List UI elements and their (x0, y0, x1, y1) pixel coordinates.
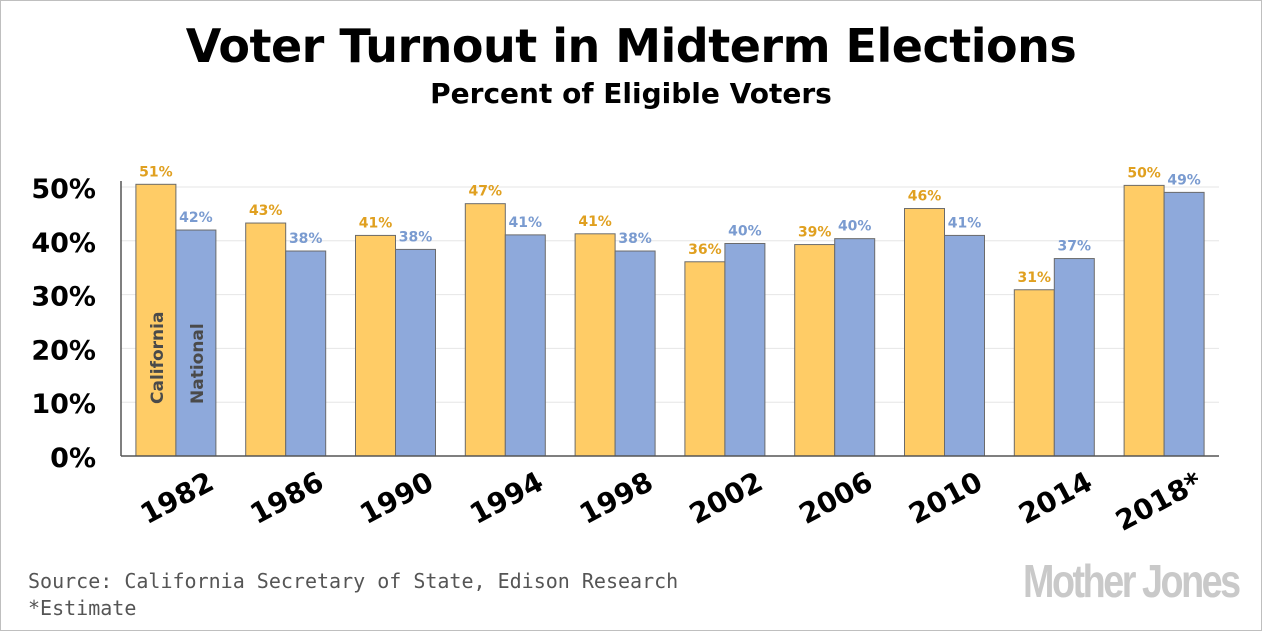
bar-california-2018 (1123, 184, 1165, 457)
y-tick-label: 10% (31, 389, 96, 420)
bar-national-1998 (614, 250, 656, 457)
bar-national-2018 (1163, 191, 1205, 457)
x-tick-label: 2014 (1013, 465, 1097, 531)
bar-california-1982 (135, 183, 177, 457)
data-label: 40% (838, 219, 872, 235)
bar-california-1994 (464, 203, 506, 457)
data-label: 43% (249, 203, 283, 219)
data-label: 41% (509, 215, 543, 231)
x-tick-label: 1998 (574, 465, 658, 531)
bar-california-1990 (355, 234, 396, 457)
x-tick-label: 2018* (1110, 465, 1208, 538)
bar-national-1982 (175, 229, 217, 457)
x-tick-label: 1994 (464, 465, 548, 531)
bar-national-2006 (834, 238, 876, 457)
x-tick-label: 1986 (245, 465, 329, 531)
bar-national-2002 (724, 242, 766, 457)
chart-subtitle: Percent of Eligible Voters (430, 77, 832, 110)
data-label: 31% (1018, 270, 1052, 286)
data-label: 38% (618, 231, 652, 247)
y-tick-label: 50% (31, 174, 96, 205)
y-tick-label: 20% (31, 335, 96, 366)
y-tick-label: 0% (50, 443, 96, 474)
chart-title: Voter Turnout in Midterm Elections (185, 19, 1077, 73)
series-label-national: National (188, 323, 208, 404)
data-label: 49% (1167, 172, 1201, 188)
data-label: 36% (688, 242, 722, 258)
x-tick-label: 1990 (354, 465, 438, 531)
data-label: 51% (139, 164, 173, 180)
bar-national-2010 (944, 234, 985, 457)
x-tick-label: 2002 (684, 465, 768, 531)
source-note: Source: California Secretary of State, E… (28, 568, 678, 622)
mother-jones-logo: Mother Jones (1023, 555, 1241, 607)
bar-california-2006 (794, 244, 836, 457)
data-label: 47% (469, 184, 503, 200)
bar-california-2002 (684, 261, 726, 457)
data-label: 42% (179, 210, 213, 226)
data-label: 41% (359, 215, 393, 231)
data-label: 46% (908, 189, 942, 205)
bar-national-1994 (504, 234, 546, 457)
bar-california-1986 (245, 222, 287, 457)
data-label: 50% (1127, 165, 1161, 181)
data-label: 41% (578, 214, 612, 230)
data-label: 40% (728, 223, 762, 239)
data-label: 41% (948, 215, 982, 231)
y-tick-label: 40% (31, 228, 96, 259)
source-line: Source: California Secretary of State, E… (28, 569, 679, 593)
y-tick-label: 30% (31, 282, 96, 313)
bar-national-1986 (285, 250, 327, 457)
bar-california-2014 (1013, 289, 1055, 457)
data-label: 38% (289, 231, 323, 247)
bar-california-1998 (574, 233, 616, 457)
bar-national-1990 (395, 248, 436, 457)
x-tick-label: 1982 (135, 465, 219, 531)
x-tick-label: 2006 (794, 465, 878, 531)
estimate-note: *Estimate (28, 596, 137, 620)
data-label: 39% (798, 225, 832, 241)
bar-california-2010 (904, 208, 945, 457)
series-label-california: California (148, 312, 168, 404)
bar-national-2014 (1053, 258, 1095, 457)
data-label: 38% (399, 229, 433, 245)
bar-chart: 0% 10% 20% 30% 40% 50% 51% 42% 1982 43% 38% 1986 41%… (31, 164, 1219, 538)
data-label: 37% (1058, 239, 1092, 255)
x-tick-label: 2010 (903, 465, 987, 531)
